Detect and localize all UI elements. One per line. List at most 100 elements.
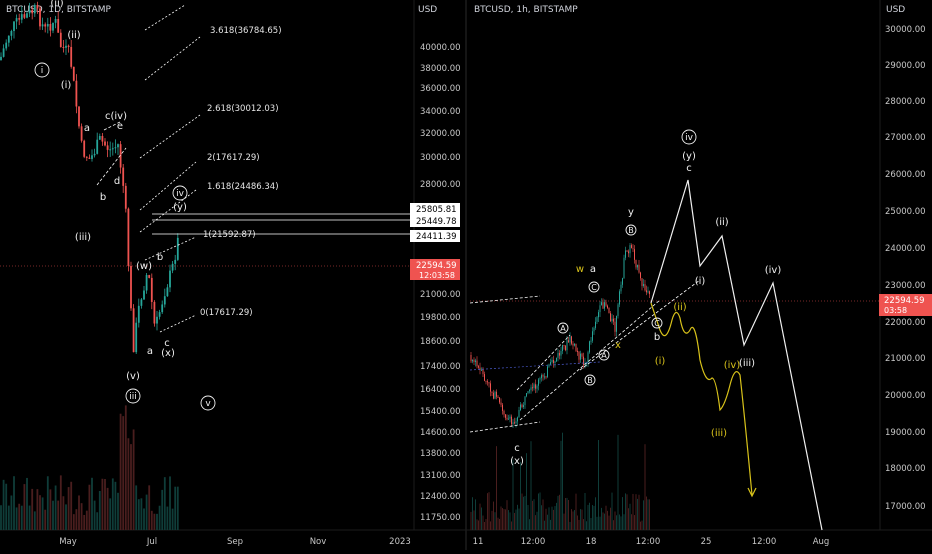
candle-body [135,322,138,353]
fib-label-3618: 3.618(36784.65) [210,26,282,36]
wave-label-ii-top: (ii) [50,0,63,9]
candle-body [550,362,551,365]
candle-body [39,8,41,27]
candle-body [571,336,572,344]
candle-body [487,381,488,383]
candle-body [491,391,493,393]
x-tick-sep: Sep [227,537,243,547]
volume-bar [472,497,473,530]
volume-bar [26,477,28,530]
candle-body [171,263,174,271]
fib-label-1: 1(21592.87) [203,230,256,240]
right-y-tick: 22000.00 [885,318,926,328]
wave-label-a: a [84,123,90,134]
price-box-2-text: 25449.78 [416,217,457,227]
volume-bar [562,432,563,530]
candle-body [70,46,73,67]
volume-bar [505,509,506,530]
volume-bar [523,496,524,530]
candle-body [169,270,171,288]
volume-bar [65,504,67,530]
volume-bar [18,503,21,530]
rx-tick-aug: Aug [813,537,830,547]
left-y-tick: 28000.00 [420,180,461,190]
candle-body [566,340,568,351]
volume-bar [590,517,592,530]
volume-bar [551,506,553,530]
candle-body [91,155,93,159]
volume-bar [575,493,577,530]
candle-body [65,45,67,48]
volume-bar [135,485,138,530]
volume-bar [544,520,545,530]
right-y-tick: 29000.00 [885,61,926,71]
volume-bar [70,481,73,530]
volume-bar [632,493,634,530]
candle-body [158,312,161,317]
left-x-axis: May Jul Sep Nov 2023 [59,537,411,547]
left-y-tick: 21000.00 [420,290,461,300]
candle-body [145,275,148,291]
volume-bar [496,446,497,530]
candle-body [503,410,505,415]
volume-bar [545,508,547,530]
r-wave-iv-paren: (iv) [765,265,782,276]
candle-body [628,251,629,254]
candle-body [638,264,640,273]
volume-bar [613,520,614,530]
wave-label-w: (w) [136,261,152,272]
wave-label-b2: b [157,252,163,263]
candle-body [44,24,47,27]
volume-bar [494,512,496,530]
candle-body [493,392,494,399]
volume-bar [137,499,140,530]
volume-bar [127,438,130,530]
candle-body [587,352,589,363]
rx-tick-1200b: 12:00 [636,537,661,547]
volume-bar [560,440,562,530]
candle-body [608,307,610,314]
r-circled-a1-text: A [560,324,566,333]
volume-bar [117,492,119,530]
right-y-tick: 23000.00 [885,281,926,291]
candle-body [553,359,554,364]
left-candles [0,1,179,355]
candle-body [67,45,70,47]
volume-bar [487,493,488,530]
candle-body [521,404,523,407]
volume-bar [91,477,93,530]
candle-body [640,272,641,279]
candle-body [580,353,581,360]
candle-body [568,340,569,343]
candle-body [622,278,623,285]
volume-bar [153,513,156,530]
candle-body [20,14,23,20]
candle-body [122,167,125,186]
volume-bar [518,508,520,530]
x-tick-2023: 2023 [389,537,411,547]
wave-label-paren-ii: (ii) [67,30,80,41]
volume-bar [508,510,509,530]
volume-bar [57,500,60,530]
r-wave-c: c [686,163,692,174]
wave-label-a2: a [147,346,153,357]
left-y-tick: 13100.00 [420,471,461,481]
candle-body [617,304,619,316]
r-wave-i-yellow: (i) [655,356,666,367]
volume-bar [584,492,586,530]
candle-body [590,340,592,342]
volume-bar [509,512,511,530]
right-y-tick: 19000.00 [885,428,926,438]
volume-bar [524,495,526,530]
volume-bar [530,441,532,530]
volume-bar [517,504,518,530]
candle-body [475,360,476,362]
wave-label-iii-paren: (iii) [75,232,91,243]
candle-body [554,361,556,364]
candle-body [589,341,590,353]
fib-label-2: 2(17617.29) [207,153,260,163]
volume-bar [488,492,490,530]
volume-bar [616,515,617,530]
candle-body [515,421,517,424]
